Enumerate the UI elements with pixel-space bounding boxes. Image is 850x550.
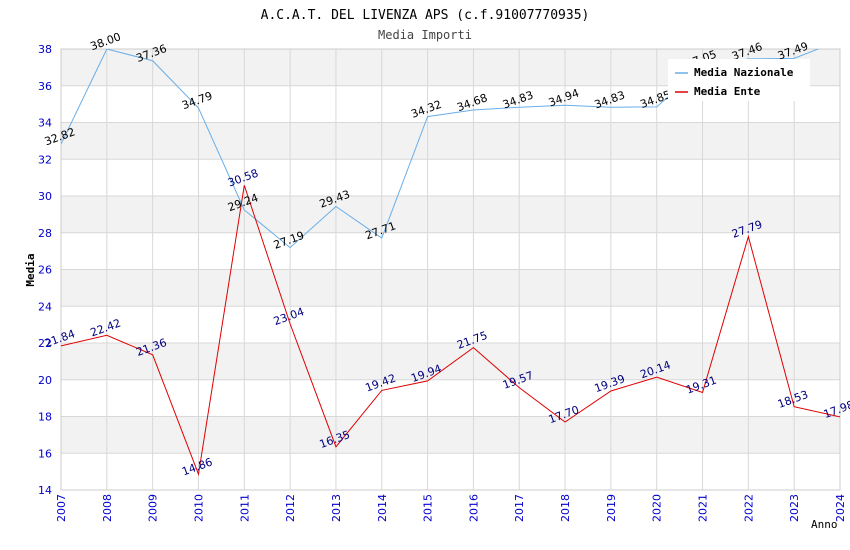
data-label-media-nazionale: 34.85 xyxy=(638,88,672,111)
x-tick-label: 2007 xyxy=(55,494,68,522)
x-tick-label: 2017 xyxy=(513,494,526,522)
data-label-media-ente: 18.53 xyxy=(776,388,810,411)
y-tick-label: 26 xyxy=(38,264,52,277)
x-tick-label: 2010 xyxy=(192,494,205,522)
y-axis-label: Media xyxy=(24,253,37,286)
series-lines xyxy=(61,49,840,477)
data-label-media-nazionale: 34.83 xyxy=(501,88,535,111)
x-tick-label: 2018 xyxy=(559,494,572,522)
y-tick-label: 18 xyxy=(38,411,52,424)
x-tick-label: 2008 xyxy=(101,494,114,522)
y-tick-label: 34 xyxy=(38,117,52,130)
x-tick-label: 2019 xyxy=(605,494,618,522)
y-tick-label: 22 xyxy=(38,337,52,350)
series-line-media-ente xyxy=(61,185,840,477)
data-label-media-nazionale: 34.79 xyxy=(180,89,214,112)
x-tick-label: 2020 xyxy=(651,494,664,522)
plot-band xyxy=(61,343,840,380)
x-tick-label: 2023 xyxy=(788,494,801,522)
y-tick-label: 14 xyxy=(38,484,52,497)
x-tick-label: 2024 xyxy=(834,494,847,522)
gridlines xyxy=(60,48,841,491)
plot-band xyxy=(61,196,840,233)
y-tick-label: 36 xyxy=(38,80,52,93)
y-tick-label: 38 xyxy=(38,43,52,56)
legend-label-media-nazionale: Media Nazionale xyxy=(694,66,794,79)
data-label-media-nazionale: 34.68 xyxy=(455,91,489,114)
x-tick-label: 2016 xyxy=(467,494,480,522)
chart-title: A.C.A.T. DEL LIVENZA APS (c.f.9100777093… xyxy=(261,8,590,23)
data-label-media-nazionale: 34.32 xyxy=(409,98,443,121)
x-tick-label: 2014 xyxy=(376,494,389,522)
x-tick-label: 2021 xyxy=(697,494,710,522)
data-label-media-ente: 14.86 xyxy=(180,455,214,478)
data-label-media-ente: 23.04 xyxy=(272,305,306,328)
y-tick-label: 30 xyxy=(38,190,52,203)
x-tick-label: 2012 xyxy=(284,494,297,522)
plot-band xyxy=(61,122,840,160)
legend-label-media-ente: Media Ente xyxy=(694,85,761,98)
y-axis-tick-labels: 14 16 18 20 22 24 26 28 30 32 34 36 38 xyxy=(38,43,52,497)
x-tick-label: 2013 xyxy=(330,494,343,522)
x-axis-tick-labels: 2007 2008 2009 2010 2011 2012 2013 2014 2015 2016… xyxy=(55,494,847,522)
data-label-media-nazionale: 34.83 xyxy=(593,88,627,111)
plot-frame xyxy=(60,48,841,491)
plot-band xyxy=(61,269,840,307)
y-tick-label: 28 xyxy=(38,227,52,240)
x-tick-label: 2011 xyxy=(238,494,251,522)
x-axis-label: Anno xyxy=(811,518,838,531)
legend: Media Nazionale Media Ente xyxy=(668,59,810,101)
y-tick-label: 20 xyxy=(38,374,52,387)
plot-band xyxy=(61,416,840,454)
y-tick-label: 16 xyxy=(38,447,52,460)
chart-subtitle: Media Importi xyxy=(378,28,472,42)
plot-background-bands xyxy=(61,49,840,454)
y-tick-label: 24 xyxy=(38,300,52,313)
legend-box xyxy=(668,59,810,101)
x-tick-label: 2015 xyxy=(422,494,435,522)
y-tick-label: 32 xyxy=(38,153,52,166)
x-tick-label: 2022 xyxy=(742,494,755,522)
x-tick-label: 2009 xyxy=(147,494,160,522)
data-label-media-ente: 30.58 xyxy=(226,167,260,190)
